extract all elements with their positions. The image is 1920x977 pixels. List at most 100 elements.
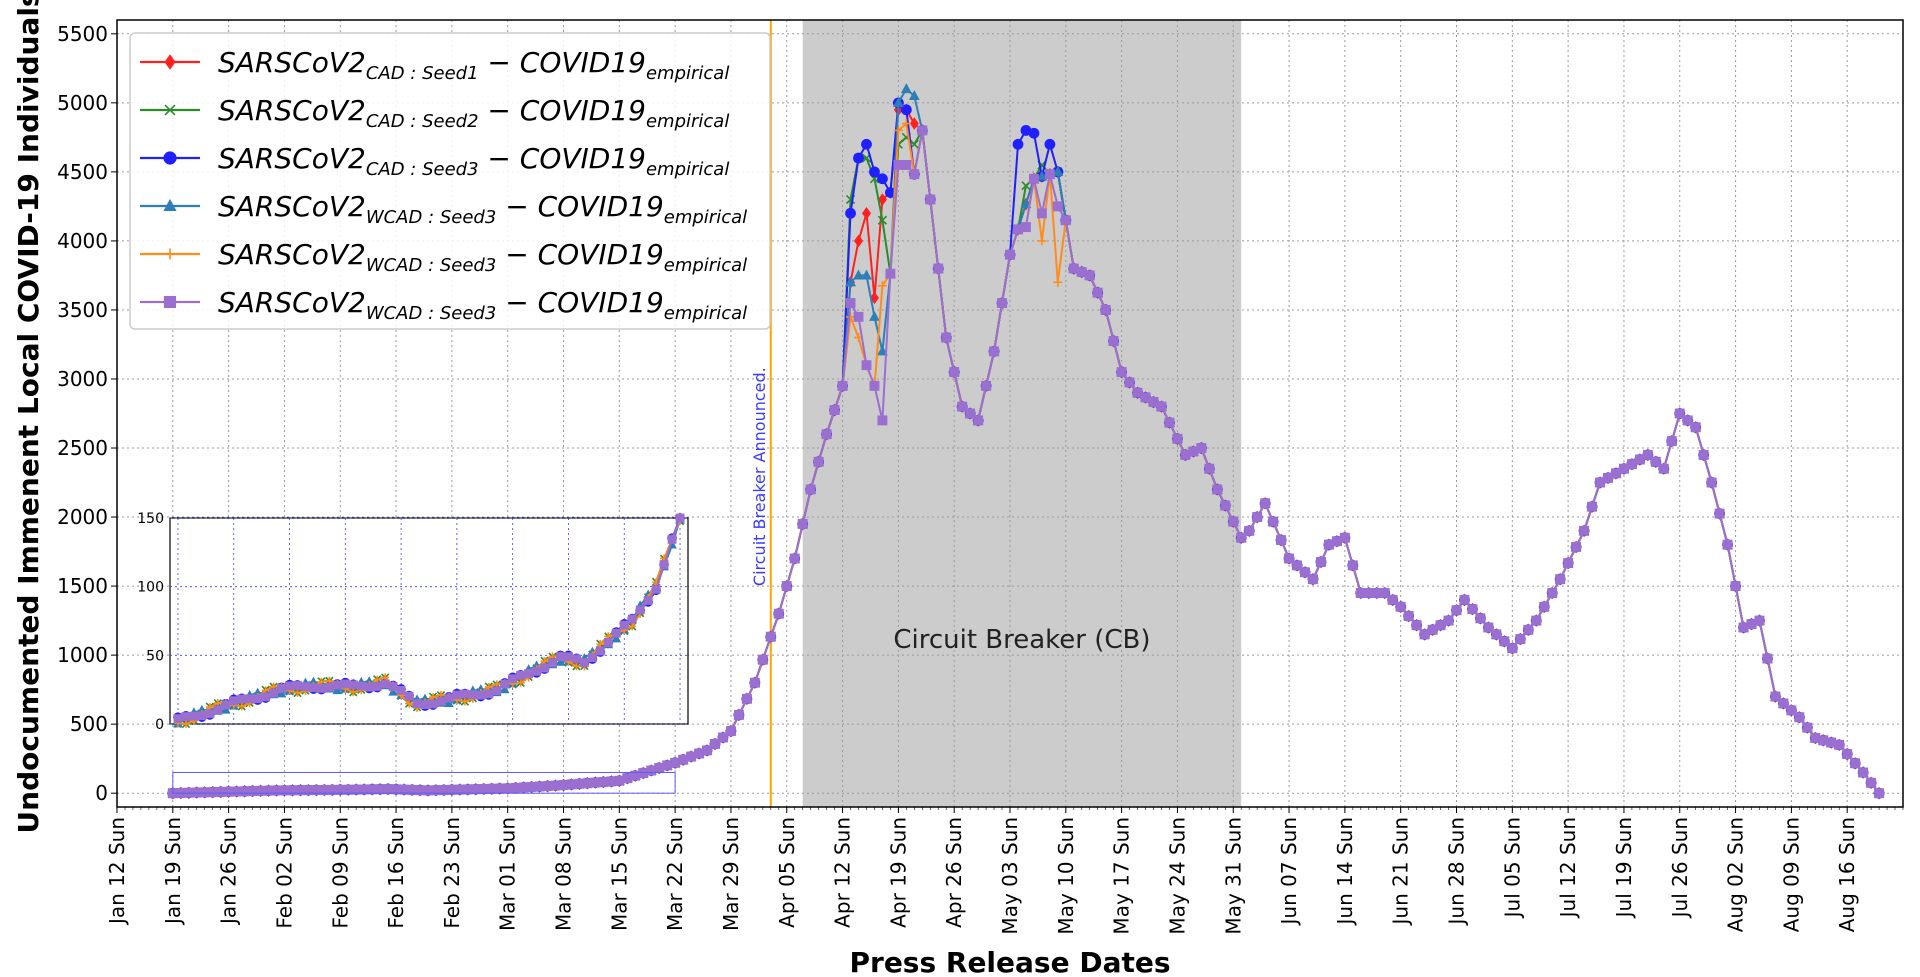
data-point [765, 631, 776, 642]
data-point [582, 778, 593, 789]
data-point [908, 90, 920, 100]
y-tick-label: 3500 [57, 298, 108, 322]
inset-point [572, 654, 581, 664]
data-point [423, 785, 433, 796]
data-point [973, 415, 984, 426]
inset-point [516, 678, 525, 687]
data-point [518, 782, 529, 793]
data-point [829, 405, 840, 415]
x-tick-label: Mar 15 Sun [607, 817, 631, 931]
legend-label: SARSCoV2CAD : Seed2 − COVID19empirical [218, 94, 729, 132]
inset-point [603, 638, 613, 647]
data-point [438, 785, 449, 795]
inset-point [388, 682, 398, 692]
x-tick-label: Feb 09 Sun [328, 817, 352, 929]
data-point [773, 608, 784, 619]
series-layer [167, 83, 1885, 800]
data-point [303, 785, 314, 796]
data-point [1212, 484, 1223, 495]
x-tick-label: Feb 16 Sun [384, 817, 408, 929]
inset-point [348, 680, 358, 690]
x-tick-label: Aug 16 Sun [1835, 817, 1859, 932]
data-point [925, 194, 936, 205]
legend-box [129, 32, 771, 330]
data-point [662, 760, 673, 771]
inset-point [221, 700, 231, 710]
inset-point [364, 682, 374, 692]
inset-point [356, 681, 366, 691]
data-point [263, 785, 274, 796]
inset-point [460, 689, 470, 699]
data-point [725, 726, 736, 737]
data-point [1770, 691, 1781, 702]
inset-y-tick-label: 50 [146, 648, 164, 664]
data-point [1164, 417, 1175, 428]
data-point [1555, 574, 1566, 585]
legend-label: SARSCoV2WCAD : Seed3 − COVID19empirical [218, 190, 747, 228]
data-point [885, 268, 896, 279]
inset-series-wcad_c [173, 513, 685, 723]
data-point [900, 83, 912, 94]
data-point [1714, 508, 1725, 519]
data-point [1403, 611, 1414, 621]
inset-point [317, 684, 326, 693]
inset-point [308, 676, 319, 686]
data-point [271, 785, 282, 796]
data-point [215, 786, 226, 797]
inset-point [220, 704, 231, 714]
inset-point [332, 680, 342, 690]
y-tick-label: 1500 [57, 574, 108, 598]
announcement-label: Circuit Breaker Announced. [750, 367, 769, 586]
data-point [893, 160, 904, 170]
data-point [574, 778, 585, 789]
data-point [598, 777, 609, 787]
y-axis: 0 500 1000 1500 2000 2500 3000 3500 4000 4500 5000… [57, 22, 117, 805]
data-point [1674, 408, 1685, 419]
x-tick-label: Jul 12 Sun [1556, 817, 1580, 919]
data-point [813, 456, 824, 467]
inset-point [405, 699, 414, 708]
data-point [319, 785, 330, 795]
data-point [654, 762, 665, 773]
data-point [367, 784, 378, 795]
inset-point [309, 683, 318, 693]
data-point [1053, 277, 1063, 287]
data-point [231, 786, 242, 797]
data-point [1730, 581, 1741, 592]
inset-point [444, 693, 454, 703]
data-point [1252, 512, 1263, 523]
data-point [702, 745, 712, 756]
data-point [1666, 436, 1677, 447]
legend: SARSCoV2CAD : Seed1 − COVID19empirical SA… [129, 32, 771, 330]
data-point [1140, 392, 1151, 403]
data-point [1650, 456, 1661, 467]
data-point [1363, 588, 1374, 598]
data-point [900, 104, 912, 116]
inset-point [675, 513, 685, 523]
x-tick-label: Jun 21 Sun [1389, 817, 1413, 926]
data-point [1563, 558, 1574, 569]
data-point [1379, 588, 1390, 598]
data-point [861, 206, 871, 220]
y-axis-title: Undocumented Immenent Local COVID-19 Ind… [12, 0, 45, 834]
inset-point [643, 596, 653, 605]
x-tick-label: May 24 Sun [1165, 817, 1189, 935]
data-point [933, 263, 944, 274]
x-tick-label: Jan 12 Sun [105, 817, 129, 926]
inset-point [659, 560, 669, 570]
data-point [1228, 516, 1239, 527]
data-point [853, 269, 864, 280]
inset-point [580, 658, 589, 667]
data-point [893, 125, 903, 135]
data-point [1443, 615, 1454, 626]
data-point [1834, 739, 1845, 750]
data-point [1028, 173, 1039, 184]
inset-point [293, 681, 302, 690]
y-tick-label: 1000 [57, 643, 108, 667]
data-point [1626, 459, 1637, 470]
series-wcad_c [167, 125, 1885, 799]
data-point [486, 783, 497, 794]
data-point [1451, 605, 1462, 616]
data-point [1028, 127, 1040, 139]
data-point [1292, 560, 1302, 571]
